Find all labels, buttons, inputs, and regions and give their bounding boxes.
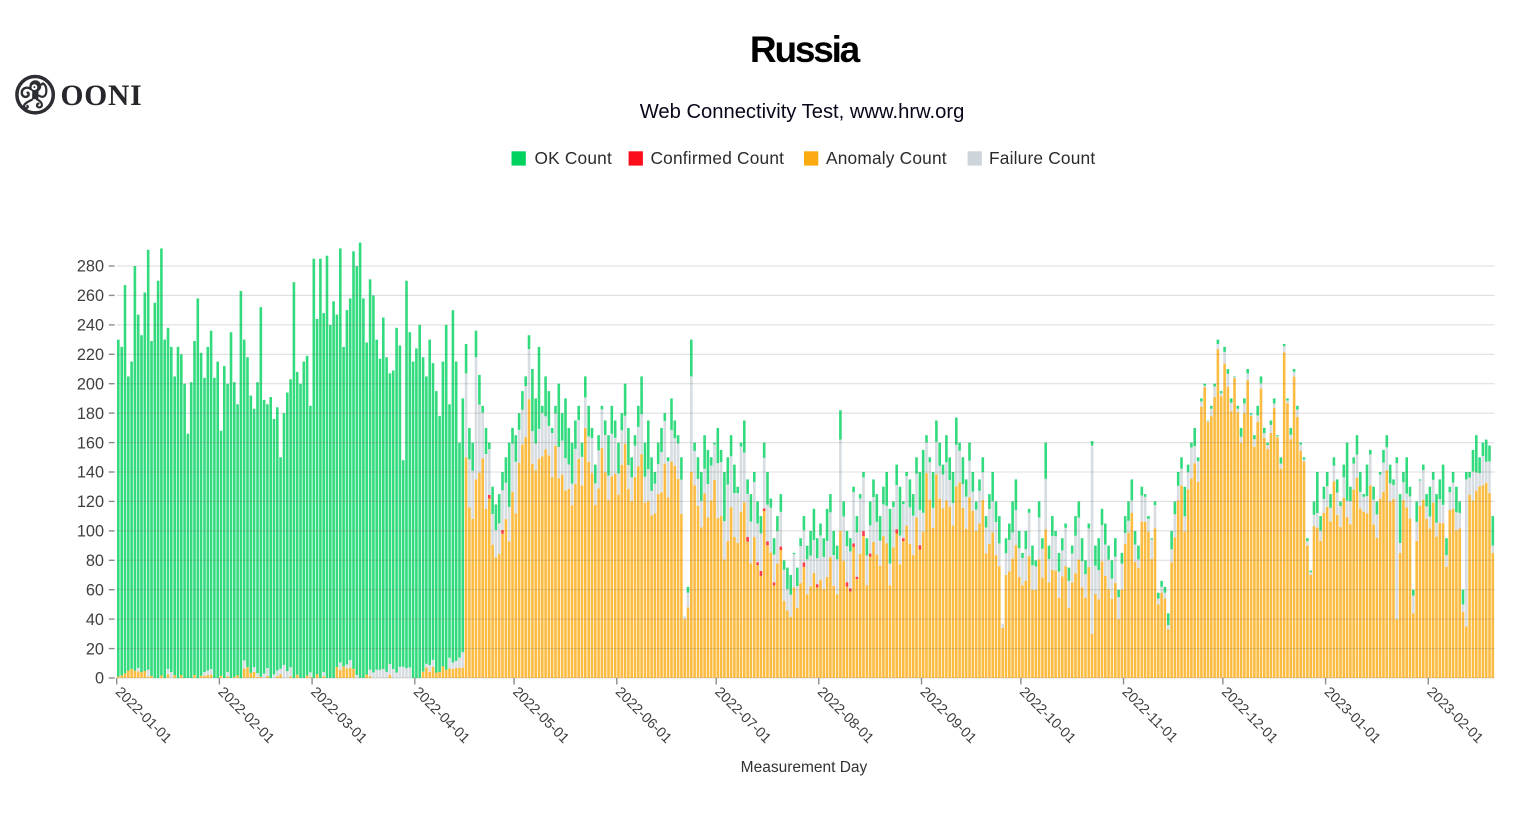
- svg-text:0: 0: [95, 670, 104, 688]
- svg-text:2022-03-01: 2022-03-01: [307, 684, 370, 747]
- svg-text:Measurement Day: Measurement Day: [741, 759, 868, 776]
- svg-text:2022-06-01: 2022-06-01: [612, 684, 675, 747]
- svg-text:2022-04-01: 2022-04-01: [410, 684, 473, 747]
- svg-text:2022-11-01: 2022-11-01: [1119, 684, 1181, 746]
- svg-text:180: 180: [77, 405, 104, 423]
- svg-text:2023-02-01: 2023-02-01: [1423, 684, 1486, 747]
- svg-text:240: 240: [77, 317, 104, 335]
- svg-text:Failure Count: Failure Count: [989, 148, 1095, 168]
- svg-text:2022-07-01: 2022-07-01: [711, 684, 774, 747]
- svg-text:220: 220: [77, 346, 104, 364]
- svg-text:280: 280: [77, 258, 104, 276]
- svg-text:2022-09-01: 2022-09-01: [917, 684, 980, 747]
- svg-text:2022-01-01: 2022-01-01: [112, 684, 175, 747]
- svg-text:Confirmed Count: Confirmed Count: [651, 148, 785, 168]
- svg-text:120: 120: [77, 493, 104, 511]
- svg-text:OK Count: OK Count: [535, 148, 612, 168]
- svg-text:2022-10-01: 2022-10-01: [1016, 684, 1079, 747]
- svg-text:Russia: Russia: [750, 29, 861, 70]
- svg-text:2022-12-01: 2022-12-01: [1218, 684, 1281, 747]
- svg-text:140: 140: [77, 464, 104, 482]
- svg-text:40: 40: [86, 611, 104, 629]
- svg-text:60: 60: [86, 581, 104, 599]
- svg-text:80: 80: [86, 552, 104, 570]
- svg-text:2023-01-01: 2023-01-01: [1321, 684, 1384, 747]
- svg-text:260: 260: [77, 287, 104, 305]
- svg-text:Anomaly Count: Anomaly Count: [826, 148, 947, 168]
- svg-text:20: 20: [86, 640, 104, 658]
- svg-text:160: 160: [77, 434, 104, 452]
- svg-text:200: 200: [77, 375, 104, 393]
- svg-text:Web Connectivity Test, www.hrw: Web Connectivity Test, www.hrw.org: [640, 101, 965, 123]
- svg-text:OONI: OONI: [61, 80, 143, 112]
- svg-text:2022-05-01: 2022-05-01: [509, 684, 572, 747]
- svg-text:2022-08-01: 2022-08-01: [814, 684, 877, 747]
- svg-text:2022-02-01: 2022-02-01: [215, 684, 278, 747]
- svg-text:100: 100: [77, 523, 104, 541]
